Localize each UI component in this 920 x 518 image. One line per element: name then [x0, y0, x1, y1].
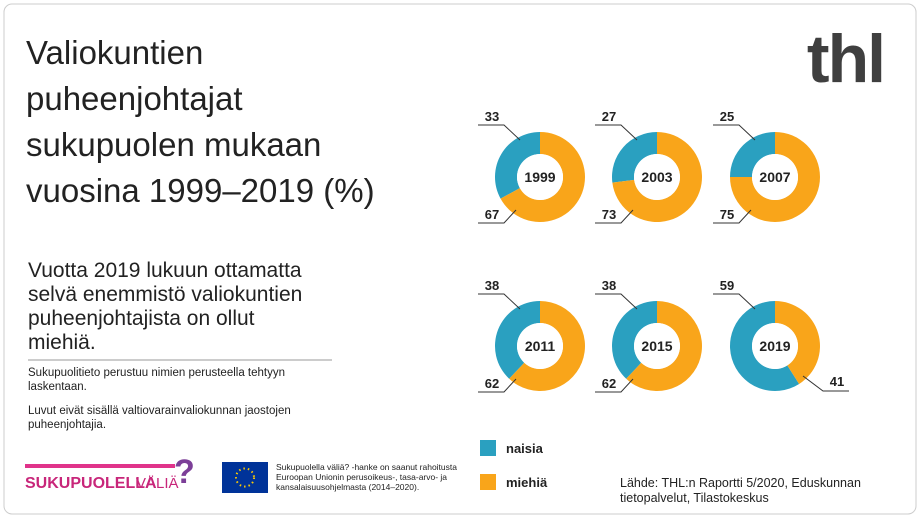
leader-line — [713, 293, 756, 310]
eu-text-line: kansalaisuusohjelmasta (2014–2020). — [276, 482, 419, 492]
note-line: Luvut eivät sisällä valtiovarainvaliokun… — [28, 405, 291, 417]
value-label: 38 — [602, 278, 616, 293]
card — [3, 3, 917, 515]
donut-title: 2003 — [641, 169, 672, 185]
lead-line: puheenjohtajista on ollut — [28, 307, 255, 330]
project-logo-stripe — [25, 464, 175, 468]
donut-title: 2019 — [759, 338, 790, 354]
leader-line — [478, 378, 517, 393]
donut-segment — [730, 132, 820, 222]
donut-hole — [752, 323, 798, 369]
note-line: Sukupuolitieto perustuu nimien perusteel… — [28, 367, 285, 379]
donut-title: 2015 — [641, 338, 672, 354]
donut-segment — [729, 301, 800, 391]
project-logo-light: VÄLIÄ — [136, 475, 179, 492]
donut-segment — [626, 301, 702, 391]
donut-segment — [612, 301, 657, 379]
value-label: 38 — [485, 278, 499, 293]
donut-hole — [752, 154, 798, 200]
value-label: 75 — [720, 207, 734, 222]
donut-hole — [517, 323, 563, 369]
lead-line: miehiä. — [28, 331, 96, 354]
donut-title: 2007 — [759, 169, 790, 185]
donut-hole — [634, 154, 680, 200]
title-line: sukupuolen mukaan — [26, 126, 321, 163]
legend-swatch — [480, 474, 496, 490]
leader-line — [595, 293, 638, 310]
eu-stars — [235, 467, 255, 488]
note-line: puheenjohtajia. — [28, 419, 106, 431]
donut-segment — [612, 132, 657, 183]
donut-segment — [730, 132, 775, 177]
lead-line: Vuotta 2019 lukuun ottamatta — [28, 259, 302, 282]
value-label: 41 — [830, 374, 844, 389]
source-line: tietopalvelut, Tilastokeskus — [620, 491, 769, 505]
value-label: 67 — [485, 207, 499, 222]
project-logo-mark: ? — [174, 453, 195, 491]
donut-hole — [517, 154, 563, 200]
eu-text-line: Euroopan Unionin perusoikeus-, tasa-arvo… — [276, 472, 447, 482]
thl-logo: thl — [807, 21, 884, 97]
leader-line — [713, 124, 756, 141]
donut-segment — [509, 301, 585, 391]
value-label: 62 — [485, 376, 499, 391]
legend-swatch — [480, 440, 496, 456]
leader-line — [802, 375, 849, 392]
leader-line — [595, 378, 634, 393]
donut-hole — [634, 323, 680, 369]
leader-line — [595, 209, 634, 224]
eu-flag — [222, 462, 268, 493]
legend-label: miehiä — [506, 475, 548, 490]
donut-segment — [775, 301, 820, 384]
note-line: laskentaan. — [28, 381, 87, 393]
title-line: vuosina 1999–2019 (%) — [26, 172, 375, 209]
value-label: 25 — [720, 109, 734, 124]
lead-line: selvä enemmistö valiokuntien — [28, 283, 302, 306]
donut-segment — [494, 301, 540, 379]
leader-line — [713, 209, 752, 224]
eu-text-line: Sukupuolella väliä? -hanke on saanut rah… — [276, 462, 457, 472]
donut-title: 1999 — [524, 169, 555, 185]
value-label: 33 — [485, 109, 499, 124]
title-line: Valiokuntien — [26, 34, 203, 71]
title-line: puheenjohtajat — [26, 80, 243, 117]
donut-segment — [494, 132, 540, 199]
legend-label: naisia — [506, 441, 544, 456]
value-label: 59 — [720, 278, 734, 293]
value-label: 62 — [602, 376, 616, 391]
leader-line — [478, 124, 521, 141]
donut-segment — [500, 132, 585, 223]
project-logo-bold: SUKUPUOLELLA — [25, 475, 157, 492]
leader-line — [478, 293, 521, 310]
value-label: 27 — [602, 109, 616, 124]
leader-line — [595, 124, 638, 141]
value-label: 73 — [602, 207, 616, 222]
donut-segment — [612, 132, 702, 222]
donut-title: 2011 — [525, 338, 556, 354]
source-line: Lähde: THL:n Raportti 5/2020, Eduskunnan — [620, 476, 861, 490]
leader-line — [478, 209, 517, 224]
